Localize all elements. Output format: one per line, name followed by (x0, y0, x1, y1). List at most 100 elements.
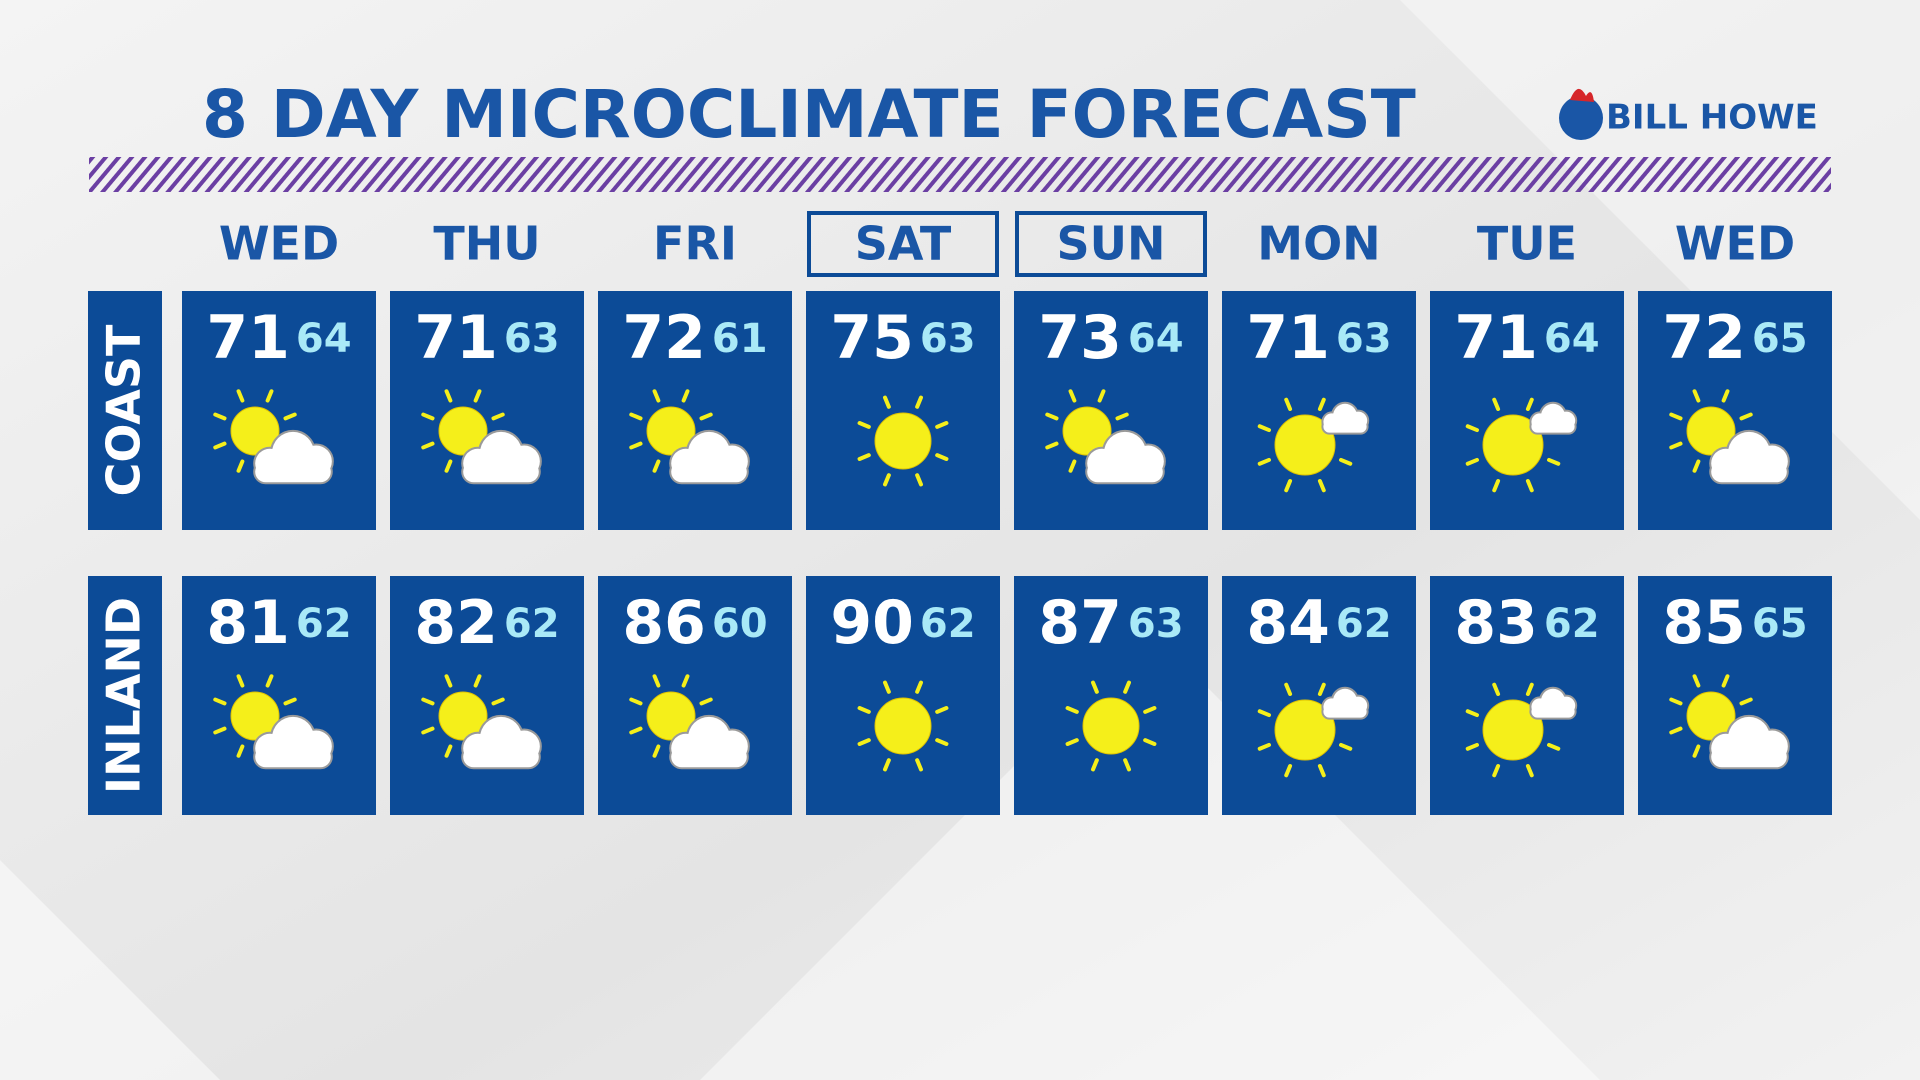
day-label: FRI (653, 217, 737, 271)
sun-ray (1465, 457, 1479, 466)
temps: 71 64 (206, 303, 351, 373)
high-temp: 72 (1662, 303, 1746, 373)
sun-ray (1257, 742, 1271, 751)
cell-box (390, 291, 584, 530)
high-temp: 71 (1246, 303, 1330, 373)
high-temp: 71 (206, 303, 290, 373)
day-label: TUE (1477, 217, 1577, 271)
sun-ray (1339, 457, 1353, 466)
temps: 75 63 (830, 303, 975, 373)
temps: 84 62 (1246, 588, 1391, 658)
cloud-part (255, 746, 331, 768)
sun-ray (1091, 758, 1099, 772)
forecast-cell: 71 63 (1222, 291, 1416, 530)
low-temp: 65 (1752, 601, 1808, 647)
sun-ray (283, 697, 297, 706)
sun-ray (236, 389, 245, 403)
sun-ray (1669, 697, 1683, 706)
sun-ray (915, 758, 923, 772)
sun-ray (652, 389, 661, 403)
low-temp: 62 (1336, 601, 1392, 647)
sun-ray (1492, 764, 1501, 778)
sun (874, 697, 932, 755)
sun-ray (1068, 459, 1077, 473)
high-temp: 85 (1662, 588, 1746, 658)
cloud-part (1323, 705, 1367, 718)
sun (1274, 699, 1336, 761)
weather-icon (213, 674, 334, 770)
sun-ray (1123, 680, 1131, 694)
cloud-part (1323, 420, 1367, 433)
low-temp: 62 (920, 601, 976, 647)
sun-ray (1525, 397, 1534, 411)
sun-ray (1284, 764, 1293, 778)
forecast-cell: 87 63 (1014, 576, 1208, 815)
low-temp: 63 (504, 316, 560, 362)
low-temp: 64 (296, 316, 352, 362)
day-label: WED (219, 217, 339, 271)
sun-ray (629, 441, 643, 450)
sun-ray (915, 473, 923, 487)
weather-icon (629, 389, 750, 485)
sun-ray (1317, 764, 1326, 778)
sun (1686, 406, 1736, 456)
cloud-part (1531, 420, 1575, 433)
sun (646, 691, 696, 741)
weather-icon (213, 389, 334, 485)
sun-ray (1669, 441, 1683, 450)
cloud-part (1711, 461, 1787, 483)
sun-ray (1669, 726, 1683, 735)
cloud-part (463, 746, 539, 768)
sun-ray (1721, 389, 1730, 403)
sun-ray (1739, 697, 1753, 706)
sun-ray (491, 412, 505, 421)
sun (230, 406, 280, 456)
forecast-cell: 90 62 (806, 576, 1000, 815)
sun-ray (1257, 709, 1271, 718)
weather-icon (1045, 389, 1166, 485)
sun-ray (935, 706, 949, 714)
sun-ray (213, 412, 227, 421)
cloud-part (463, 461, 539, 483)
sun-ray (1669, 412, 1683, 421)
day-label: SAT (855, 217, 952, 271)
sun-ray (213, 697, 227, 706)
day-label: WED (1675, 217, 1795, 271)
sun (1274, 414, 1336, 476)
weather-icon (1465, 397, 1578, 493)
low-temp: 62 (296, 601, 352, 647)
sun-ray (699, 697, 713, 706)
sun-ray (1525, 764, 1534, 778)
sun-ray (473, 674, 482, 688)
sun-ray (1492, 682, 1501, 696)
temps: 81 62 (206, 588, 351, 658)
sun (1482, 414, 1544, 476)
sun-ray (1547, 742, 1561, 751)
sun-ray (265, 674, 274, 688)
sun (230, 691, 280, 741)
sun-ray (444, 744, 453, 758)
day-outline (1015, 211, 1207, 277)
day-label: SUN (1057, 217, 1166, 271)
low-temp: 65 (1752, 316, 1808, 362)
sun-ray (883, 758, 891, 772)
high-temp: 83 (1454, 588, 1538, 658)
high-temp: 73 (1038, 303, 1122, 373)
day-outline (807, 211, 999, 277)
forecast-cell: 72 61 (598, 291, 792, 530)
sun-ray (1317, 397, 1326, 411)
sun-ray (1284, 682, 1293, 696)
cell-box (598, 291, 792, 530)
sun-ray (1525, 682, 1534, 696)
temps: 82 62 (414, 588, 559, 658)
sun-ray (857, 706, 871, 714)
low-temp: 63 (1336, 316, 1392, 362)
sun-ray (213, 441, 227, 450)
sponsor: BILL HOWE (1606, 98, 1818, 138)
sun-ray (857, 738, 871, 746)
sun (1082, 697, 1140, 755)
cloud-part (255, 461, 331, 483)
temps: 71 64 (1454, 303, 1599, 373)
low-temp: 63 (920, 316, 976, 362)
title: 8 DAY MICROCLIMATE FORECAST (202, 76, 1416, 153)
